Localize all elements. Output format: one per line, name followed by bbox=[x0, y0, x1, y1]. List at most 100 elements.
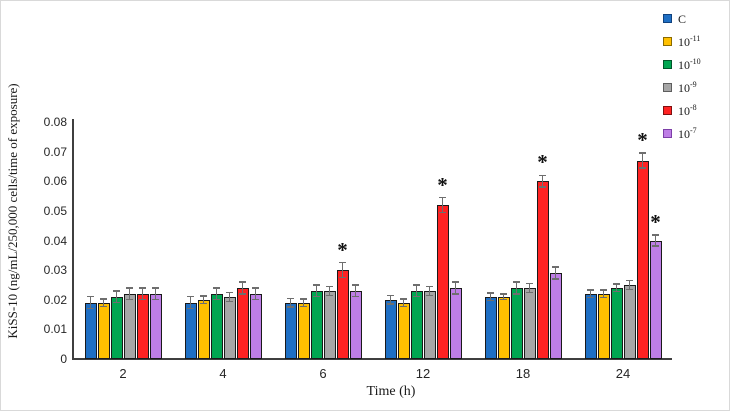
legend-swatch bbox=[663, 14, 672, 23]
error-bar bbox=[115, 290, 118, 303]
x-tick-label: 2 bbox=[119, 366, 127, 381]
error-bar-cap bbox=[526, 282, 533, 285]
error-bar-cap bbox=[452, 293, 459, 295]
error-bar-cap bbox=[352, 296, 359, 298]
error-bar-cap bbox=[287, 306, 294, 308]
error-bar bbox=[341, 262, 344, 278]
bar-10e-7-t6 bbox=[349, 290, 362, 359]
error-bar bbox=[489, 292, 492, 301]
error-bar bbox=[215, 287, 218, 300]
bar-10e-9-t24 bbox=[623, 284, 636, 359]
error-bar bbox=[441, 197, 444, 213]
legend-item: 10-10 bbox=[663, 53, 701, 76]
bar-10e-9-t6 bbox=[323, 290, 336, 359]
bar-control-t24 bbox=[584, 293, 597, 359]
error-bar-cap bbox=[600, 296, 607, 299]
error-bar bbox=[428, 286, 431, 296]
error-bar-cap bbox=[500, 299, 507, 301]
error-bar-cap bbox=[439, 211, 446, 214]
x-tick-label: 4 bbox=[219, 366, 227, 381]
error-bar-cap bbox=[413, 284, 420, 286]
error-bar-cap bbox=[126, 287, 133, 289]
error-bar bbox=[315, 284, 318, 297]
error-bar-cap bbox=[187, 307, 194, 310]
error-bar-cap bbox=[113, 302, 120, 304]
error-bar-cap bbox=[87, 307, 94, 310]
error-bar-cap bbox=[152, 299, 159, 301]
bar-10e-7-t18 bbox=[549, 273, 562, 359]
error-bar-cap bbox=[126, 299, 133, 301]
error-bar bbox=[389, 295, 392, 305]
significance-asterisk: * bbox=[337, 237, 348, 262]
error-bar bbox=[189, 296, 192, 309]
error-bar bbox=[415, 284, 418, 297]
legend-item: 10-11 bbox=[663, 30, 701, 53]
y-tick-label: 0.06 bbox=[43, 174, 67, 189]
legend-swatch bbox=[663, 129, 672, 138]
error-bar-cap bbox=[613, 291, 620, 293]
error-bar-cap bbox=[213, 287, 220, 289]
error-bar-cap bbox=[313, 296, 320, 298]
error-bar bbox=[502, 293, 505, 300]
bar-10e-11-t18 bbox=[497, 296, 510, 359]
error-bar-cap bbox=[300, 298, 307, 300]
bar-10e-7-t2 bbox=[149, 293, 162, 359]
significance-asterisk: * bbox=[437, 172, 448, 197]
error-bar-cap bbox=[152, 287, 159, 289]
bar-10e-9-t4 bbox=[223, 296, 236, 359]
significance-asterisk: * bbox=[537, 150, 548, 175]
error-bar bbox=[554, 267, 557, 279]
error-bar-cap bbox=[552, 278, 559, 280]
bar-10e-11-t6 bbox=[297, 302, 310, 359]
bar-10e-11-t4 bbox=[197, 299, 210, 359]
x-axis-line bbox=[72, 358, 672, 360]
error-bar-cap bbox=[539, 186, 546, 188]
bar-10e-8-t2 bbox=[136, 293, 149, 359]
error-bar bbox=[241, 281, 244, 294]
error-bar-cap bbox=[139, 299, 146, 301]
error-bar-cap bbox=[387, 303, 394, 305]
legend-item: 10-9 bbox=[663, 76, 701, 99]
bar-10e-11-t24 bbox=[597, 293, 610, 359]
error-bar bbox=[128, 287, 131, 300]
error-bar-cap bbox=[339, 276, 346, 279]
error-bar bbox=[654, 235, 657, 246]
error-bar-cap bbox=[487, 292, 494, 294]
error-bar-cap bbox=[87, 296, 94, 298]
error-bar-cap bbox=[600, 289, 607, 291]
legend-label: 10-9 bbox=[678, 79, 697, 95]
legend-swatch bbox=[663, 83, 672, 92]
bar-10e-8-t24 bbox=[636, 160, 649, 359]
error-bar-cap bbox=[426, 285, 433, 288]
error-bar-cap bbox=[626, 288, 633, 291]
error-bar-cap bbox=[113, 290, 120, 292]
bar-control-t12 bbox=[384, 299, 397, 359]
bar-10e-8-t18 bbox=[536, 181, 549, 359]
y-tick-label: 0.05 bbox=[43, 203, 67, 218]
error-bar bbox=[454, 281, 457, 294]
error-bar-cap bbox=[613, 283, 620, 285]
x-tick-label: 12 bbox=[415, 366, 431, 381]
significance-asterisk: * bbox=[637, 128, 648, 153]
bar-control-t6 bbox=[284, 302, 297, 359]
error-bar bbox=[589, 289, 592, 298]
y-tick-label: 0.08 bbox=[43, 115, 67, 129]
error-bar bbox=[402, 298, 405, 307]
bar-control-t4 bbox=[184, 302, 197, 359]
legend-swatch bbox=[663, 106, 672, 115]
x-axis-title: Time (h) bbox=[366, 384, 416, 399]
y-tick-label: 0.07 bbox=[43, 144, 67, 159]
error-bar-cap bbox=[400, 305, 407, 308]
y-axis-line bbox=[72, 119, 74, 359]
y-tick-label: 0 bbox=[60, 352, 67, 366]
legend-swatch bbox=[663, 60, 672, 69]
error-bar bbox=[354, 284, 357, 297]
error-bar-cap bbox=[287, 297, 294, 299]
error-bar-cap bbox=[513, 293, 520, 295]
error-bar-cap bbox=[187, 296, 194, 298]
legend-label: 10-7 bbox=[678, 125, 697, 141]
error-bar-cap bbox=[252, 299, 259, 301]
bar-10e-9-t12 bbox=[423, 290, 436, 359]
significance-asterisk: * bbox=[650, 210, 661, 235]
